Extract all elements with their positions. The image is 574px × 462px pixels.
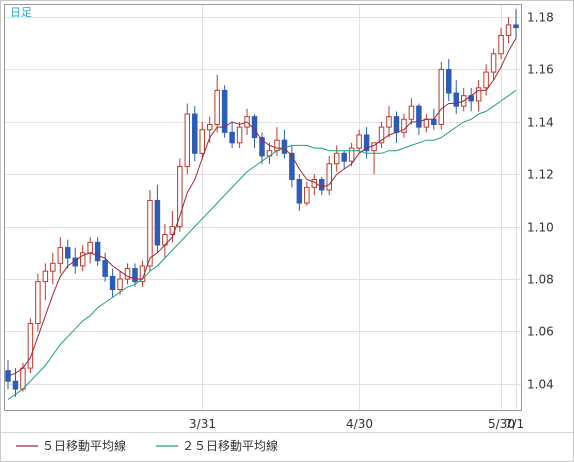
legend-ma25-label: ２５日移動平均線 xyxy=(182,438,278,453)
candle-body xyxy=(296,178,303,204)
y-tick-label: 1.18 xyxy=(527,11,554,25)
timeframe-label: 日足 xyxy=(10,6,32,19)
candle-body xyxy=(259,137,265,157)
candle-body xyxy=(147,199,153,267)
candle-body xyxy=(498,34,504,55)
candle-body xyxy=(221,89,228,133)
candle-body xyxy=(206,123,213,131)
candle-body xyxy=(94,241,101,262)
candle-body xyxy=(5,370,11,382)
candle-body xyxy=(326,163,332,191)
candles-layer xyxy=(5,9,519,397)
plot-frame xyxy=(4,4,522,411)
candle-body xyxy=(251,116,258,139)
candle-body xyxy=(431,118,437,125)
candle-body xyxy=(348,147,355,162)
candle-body xyxy=(124,268,131,280)
candle-body xyxy=(513,24,519,29)
x-tick-label: 7/1 xyxy=(505,417,524,431)
ma5-line xyxy=(7,37,517,377)
x-tick-label: 3/31 xyxy=(189,417,216,431)
candle-body xyxy=(304,186,310,204)
y-tick-label: 1.10 xyxy=(527,221,554,235)
candle-body xyxy=(401,118,407,133)
candle-body xyxy=(65,247,71,259)
candle-body xyxy=(12,380,19,390)
candle-body xyxy=(214,89,220,125)
y-tick-label: 1.16 xyxy=(527,63,554,77)
candle-body xyxy=(416,105,422,128)
candle-body xyxy=(438,68,445,125)
y-tick-label: 1.08 xyxy=(527,273,554,287)
legend-ma5-label: ５日移動平均線 xyxy=(42,438,126,453)
candle-body xyxy=(109,275,116,291)
candle-body xyxy=(199,129,205,154)
x-tick-label: 4/30 xyxy=(346,417,373,431)
candle-body xyxy=(50,262,56,272)
candle-body xyxy=(363,134,370,152)
candle-body xyxy=(289,152,295,180)
candle-body xyxy=(184,113,191,167)
candle-body xyxy=(378,126,385,144)
candle-body xyxy=(423,118,430,128)
candle-body xyxy=(42,270,49,283)
candle-body xyxy=(20,367,26,390)
candle-body xyxy=(371,142,377,152)
x-tick-label: 5/30 xyxy=(488,417,515,431)
candle-body xyxy=(102,260,108,277)
candle-body xyxy=(446,68,452,94)
candle-body xyxy=(27,323,34,369)
y-axis-labels: 1.04 1.06 1.08 1.10 1.12 1.14 1.16 1.18 xyxy=(527,11,554,392)
x-axis-labels: 3/31 4/30 5/307/1 xyxy=(189,417,524,431)
y-tick-label: 1.14 xyxy=(527,116,554,130)
candle-body xyxy=(132,268,138,283)
candle-body xyxy=(333,152,340,165)
candle-body xyxy=(386,116,392,128)
candle-body xyxy=(117,278,123,291)
candle-body xyxy=(505,24,512,36)
candle-body xyxy=(281,139,288,154)
candle-body xyxy=(408,105,415,120)
candle-body xyxy=(356,134,362,149)
candle-body xyxy=(154,199,161,246)
y-tick-label: 1.06 xyxy=(527,325,554,339)
candle-body xyxy=(490,53,497,73)
legend: ５日移動平均線 ２５日移動平均線 xyxy=(16,438,278,453)
candle-body xyxy=(453,92,459,107)
ma25-line xyxy=(7,89,517,400)
candle-body xyxy=(57,247,64,264)
candle-body xyxy=(319,178,325,191)
candle-body xyxy=(35,281,41,325)
candle-body xyxy=(483,71,489,89)
candle-body xyxy=(236,126,243,144)
candle-body xyxy=(177,165,183,228)
candle-body xyxy=(274,139,280,152)
y-tick-label: 1.12 xyxy=(527,168,554,182)
y-tick-label: 1.04 xyxy=(527,378,554,392)
candle-body xyxy=(341,152,347,162)
candle-body xyxy=(475,87,482,102)
candle-body xyxy=(87,241,93,254)
candle-body xyxy=(79,252,86,267)
candle-body xyxy=(229,131,235,144)
candle-body xyxy=(393,116,400,133)
candle-body xyxy=(192,113,198,154)
